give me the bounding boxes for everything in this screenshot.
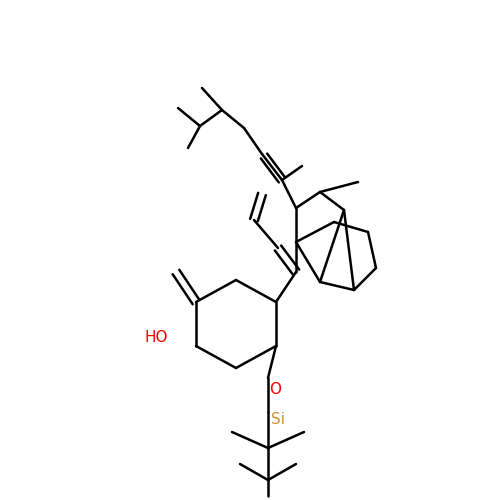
Text: HO: HO (144, 330, 168, 345)
Text: O: O (269, 382, 281, 398)
Text: Si: Si (271, 412, 285, 428)
